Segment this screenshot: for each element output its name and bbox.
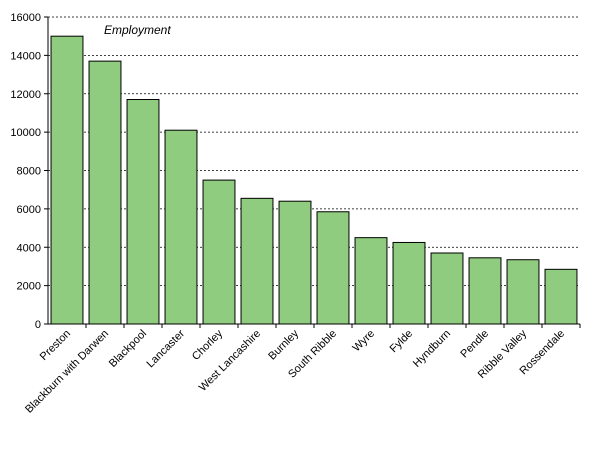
- y-tick-label: 10000: [10, 127, 41, 139]
- y-tick-label: 16000: [10, 12, 41, 24]
- x-category-label: Pendle: [458, 328, 491, 361]
- y-tick-labels: 0 2000 4000 6000 8000 10000 12000 14000 16000: [10, 12, 48, 331]
- bar-0: [50, 35, 84, 325]
- y-tick-label: 14000: [10, 50, 41, 62]
- y-tick-label: 8000: [17, 166, 41, 178]
- bar-3: [164, 129, 198, 325]
- y-tick-label: 12000: [10, 89, 41, 101]
- bar-6: [278, 200, 312, 325]
- y-tick-label: 2000: [17, 281, 41, 293]
- chart-title: Employment: [104, 23, 171, 37]
- bar-12: [506, 259, 540, 325]
- x-category-label: Blackpool: [107, 328, 149, 370]
- bar-7: [316, 211, 350, 325]
- x-category-label: Preston: [38, 328, 73, 363]
- bar-13: [544, 268, 578, 325]
- bar-8: [354, 237, 388, 325]
- bar-2: [126, 99, 160, 325]
- x-category-label: Hyndburn: [411, 328, 453, 370]
- bar-9: [392, 241, 426, 325]
- bars: [50, 35, 578, 325]
- x-category-label: Wyre: [351, 328, 378, 355]
- bar-4: [202, 179, 236, 325]
- x-category-label: Burnley: [266, 327, 301, 362]
- x-category-label: Fylde: [388, 328, 416, 356]
- bar-5: [240, 197, 274, 325]
- x-category-label: Chorley: [190, 327, 226, 363]
- y-tick-label: 6000: [17, 204, 41, 216]
- x-category-label: Lancaster: [144, 327, 187, 370]
- bar-10: [430, 252, 464, 325]
- bar-1: [88, 60, 122, 325]
- bar-11: [468, 257, 502, 325]
- y-tick-label: 4000: [17, 242, 41, 254]
- y-tick-label: 0: [35, 319, 41, 331]
